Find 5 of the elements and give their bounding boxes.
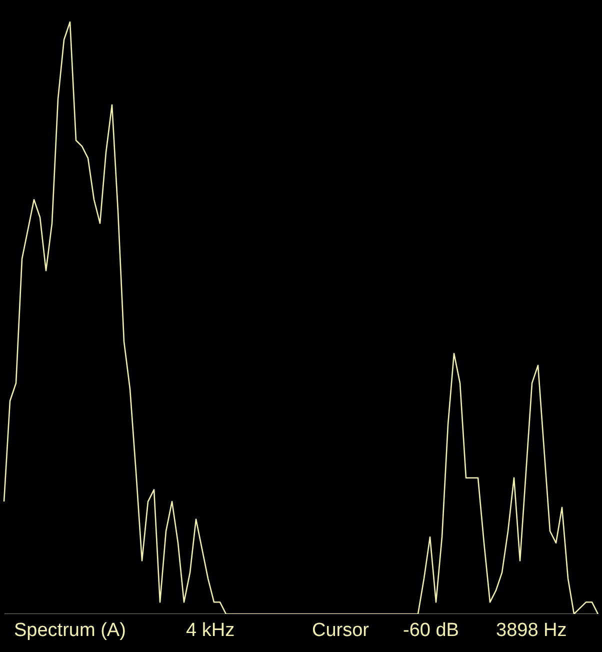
- text: -60 dB: [403, 620, 459, 642]
- text: Cursor: [312, 620, 370, 642]
- text: 4 kHz: [186, 620, 235, 642]
- text: Spectrum (A): [14, 620, 126, 642]
- text: 3898 Hz: [496, 620, 567, 642]
